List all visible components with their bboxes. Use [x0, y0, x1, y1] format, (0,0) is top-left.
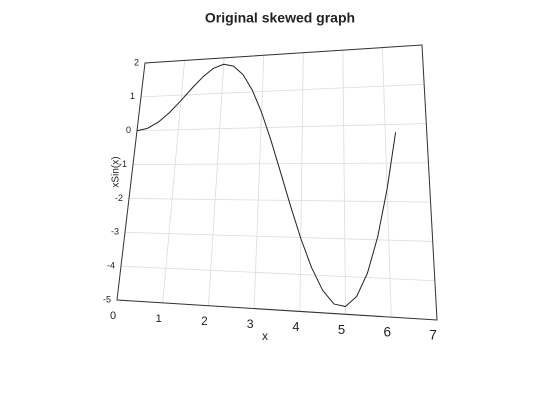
- y-tick-label: 2: [134, 57, 139, 67]
- grid-line: [128, 198, 431, 203]
- x-tick-label: 1: [156, 313, 162, 325]
- grid-line: [382, 47, 392, 318]
- grid-line: [132, 162, 429, 165]
- grid-line: [140, 83, 425, 98]
- y-tick-label: 1: [130, 91, 135, 101]
- grid-line: [120, 265, 435, 282]
- x-tick-label: 7: [429, 327, 437, 343]
- x-tick-label: 6: [384, 325, 392, 340]
- plot-frame: [116, 44, 438, 321]
- x-tick-label: 2: [201, 314, 208, 328]
- grid-line: [162, 60, 185, 303]
- y-tick-label: -1: [119, 159, 127, 169]
- grid-line: [342, 50, 346, 315]
- chart-title: Original skewed graph: [205, 10, 355, 26]
- grid-line: [136, 123, 427, 132]
- y-tick-label: -5: [103, 294, 111, 304]
- y-tick-label: -4: [107, 261, 115, 271]
- grid-line: [208, 57, 225, 306]
- x-tick-label: 4: [292, 319, 299, 334]
- grid-line: [299, 52, 304, 312]
- y-axis-label: xSin(x): [111, 156, 122, 187]
- grid-line: [253, 55, 265, 309]
- x-axis-label: x: [262, 329, 268, 343]
- y-tick-label: -2: [115, 193, 123, 203]
- grid-line: [124, 231, 433, 242]
- x-tick-label: 0: [110, 310, 116, 322]
- x-tick-label: 5: [338, 322, 345, 337]
- data-line: [136, 63, 397, 308]
- y-tick-label: -3: [111, 227, 119, 237]
- y-tick-label: 0: [126, 125, 131, 135]
- x-tick-label: 3: [247, 317, 254, 331]
